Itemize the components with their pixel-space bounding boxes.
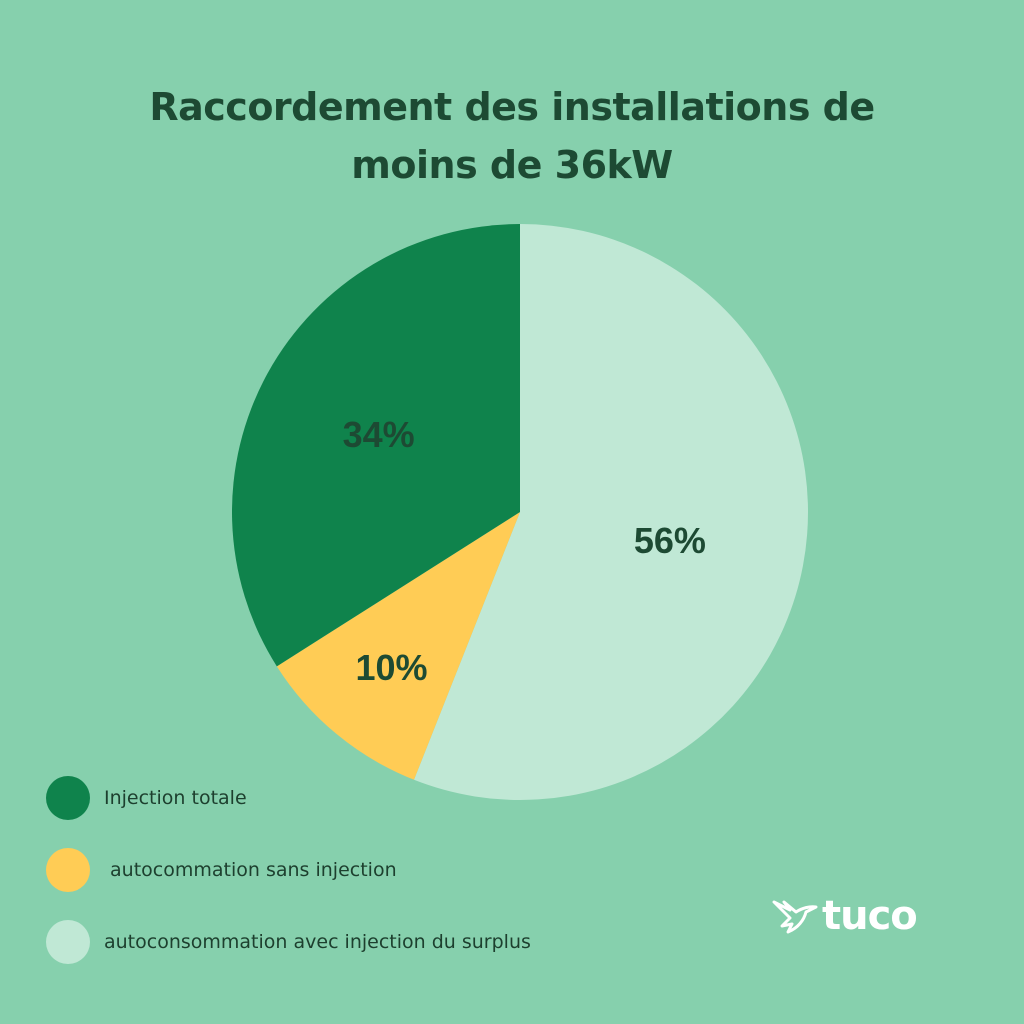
legend-swatch bbox=[46, 776, 90, 820]
chart-title: Raccordement des installations de moins … bbox=[0, 78, 1024, 194]
pie-slice-34pct bbox=[232, 224, 520, 667]
logo-text: tuco bbox=[822, 893, 918, 939]
slice-label-56pct: 56% bbox=[634, 520, 706, 561]
pie-slice-10pct bbox=[276, 512, 520, 780]
chart-title-line-1: Raccordement des installations de bbox=[149, 85, 875, 129]
legend-swatch bbox=[46, 848, 90, 892]
legend-swatch bbox=[46, 920, 90, 964]
legend-label: Injection totale bbox=[104, 787, 247, 809]
tuco-logo: tuco bbox=[772, 893, 918, 939]
legend-label: autoconsommation avec injection du surpl… bbox=[104, 931, 531, 953]
chart-title-line-2: moins de 36kW bbox=[351, 143, 673, 187]
legend-item-sans-injection: autocommation sans injection bbox=[46, 848, 397, 892]
legend-item-injection-totale: Injection totale bbox=[46, 776, 247, 820]
legend-item-avec-injection: autoconsommation avec injection du surpl… bbox=[46, 920, 531, 964]
pie-slice-56pct bbox=[413, 224, 808, 800]
slice-label-34pct: 34% bbox=[343, 414, 415, 455]
slice-label-10pct: 10% bbox=[355, 647, 427, 688]
hummingbird-icon bbox=[772, 900, 818, 934]
legend-label: autocommation sans injection bbox=[104, 859, 397, 881]
